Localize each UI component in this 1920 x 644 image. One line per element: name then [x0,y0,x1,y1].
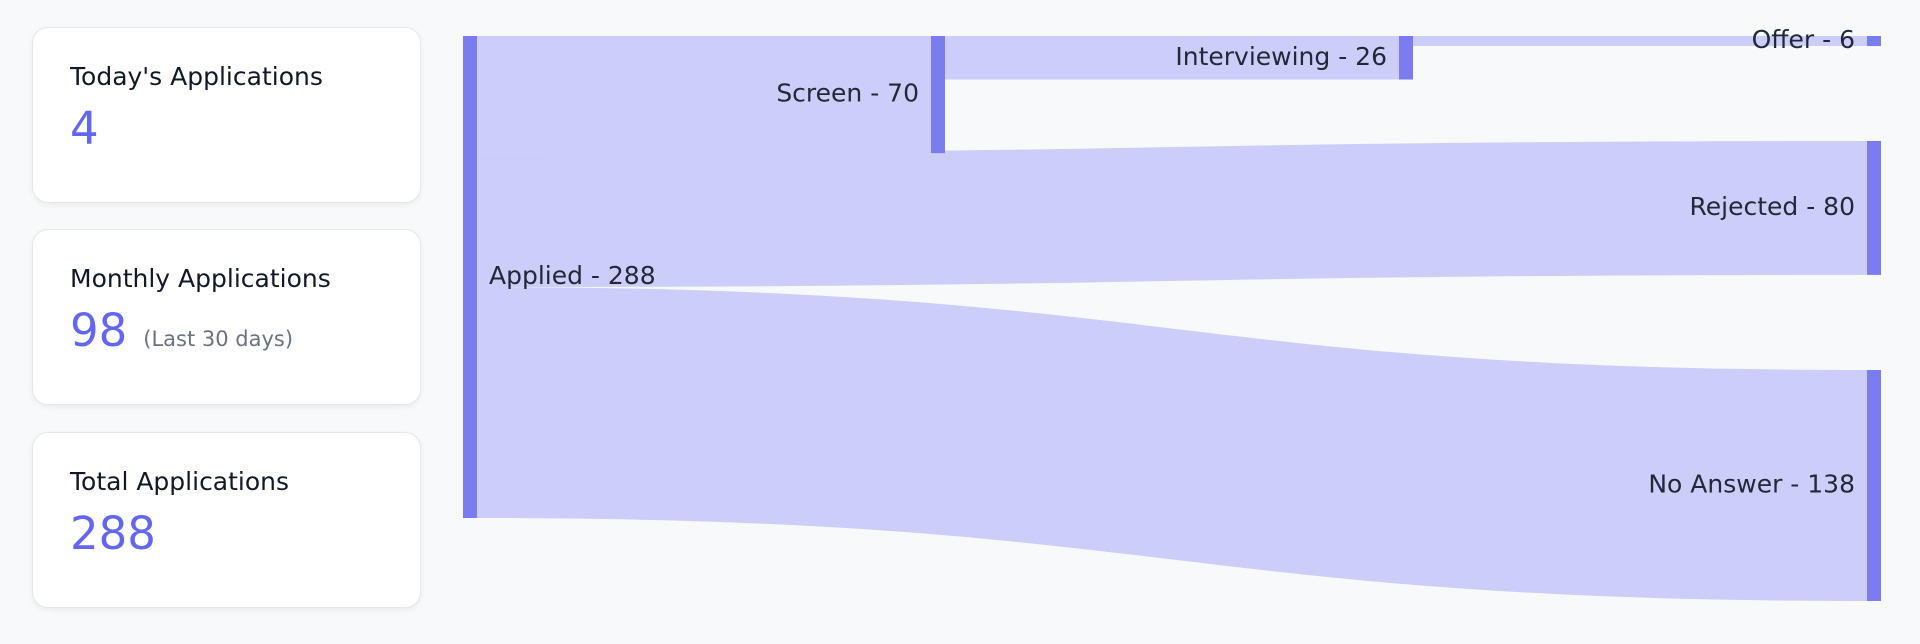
sankey-label-screen: Screen - 70 [776,79,919,108]
todays-applications-value-row: 4 [70,106,420,151]
sankey-label-offer: Offer - 6 [1752,25,1855,54]
sankey-nodes [463,36,1881,601]
sankey-link-applied-to-rejected [477,141,1867,288]
sankey-node-no-answer[interactable] [1867,370,1881,601]
monthly-applications-value-row: 98 (Last 30 days) [70,308,420,353]
sankey-label-applied: Applied - 288 [489,261,656,290]
total-applications-title: Total Applications [70,467,290,496]
sankey-label-rejected: Rejected - 80 [1690,192,1855,221]
sankey-node-interviewing[interactable] [1399,36,1413,80]
todays-applications-value: 4 [70,102,99,155]
sankey-label-no-answer: No Answer - 138 [1648,469,1855,498]
todays-applications-title: Today's Applications [70,62,323,91]
total-applications-value-row: 288 [70,511,420,556]
sankey-node-applied[interactable] [463,36,477,518]
sankey-link-applied-to-screen [477,36,931,154]
todays-applications-card: Today's Applications 4 [32,27,421,203]
sankey-link-interviewing-to-offer [1413,36,1867,47]
total-applications-value: 288 [70,507,156,560]
sankey-link-screen-to-interviewing [945,36,1399,80]
monthly-applications-card: Monthly Applications 98 (Last 30 days) [32,229,421,405]
sankey-node-screen[interactable] [931,36,945,154]
sankey-labels: Applied - 288 Screen - 70 Interviewing - 2… [489,25,1855,498]
monthly-applications-note: (Last 30 days) [143,327,294,351]
sankey-links [477,36,1867,601]
total-applications-card: Total Applications 288 [32,432,421,608]
sankey-label-interviewing: Interviewing - 26 [1175,42,1387,71]
sankey-node-rejected[interactable] [1867,141,1881,275]
sankey-node-offer[interactable] [1867,36,1881,47]
monthly-applications-value: 98 [70,304,128,357]
sankey-link-applied-to-no_answer [477,287,1867,601]
monthly-applications-title: Monthly Applications [70,264,331,293]
